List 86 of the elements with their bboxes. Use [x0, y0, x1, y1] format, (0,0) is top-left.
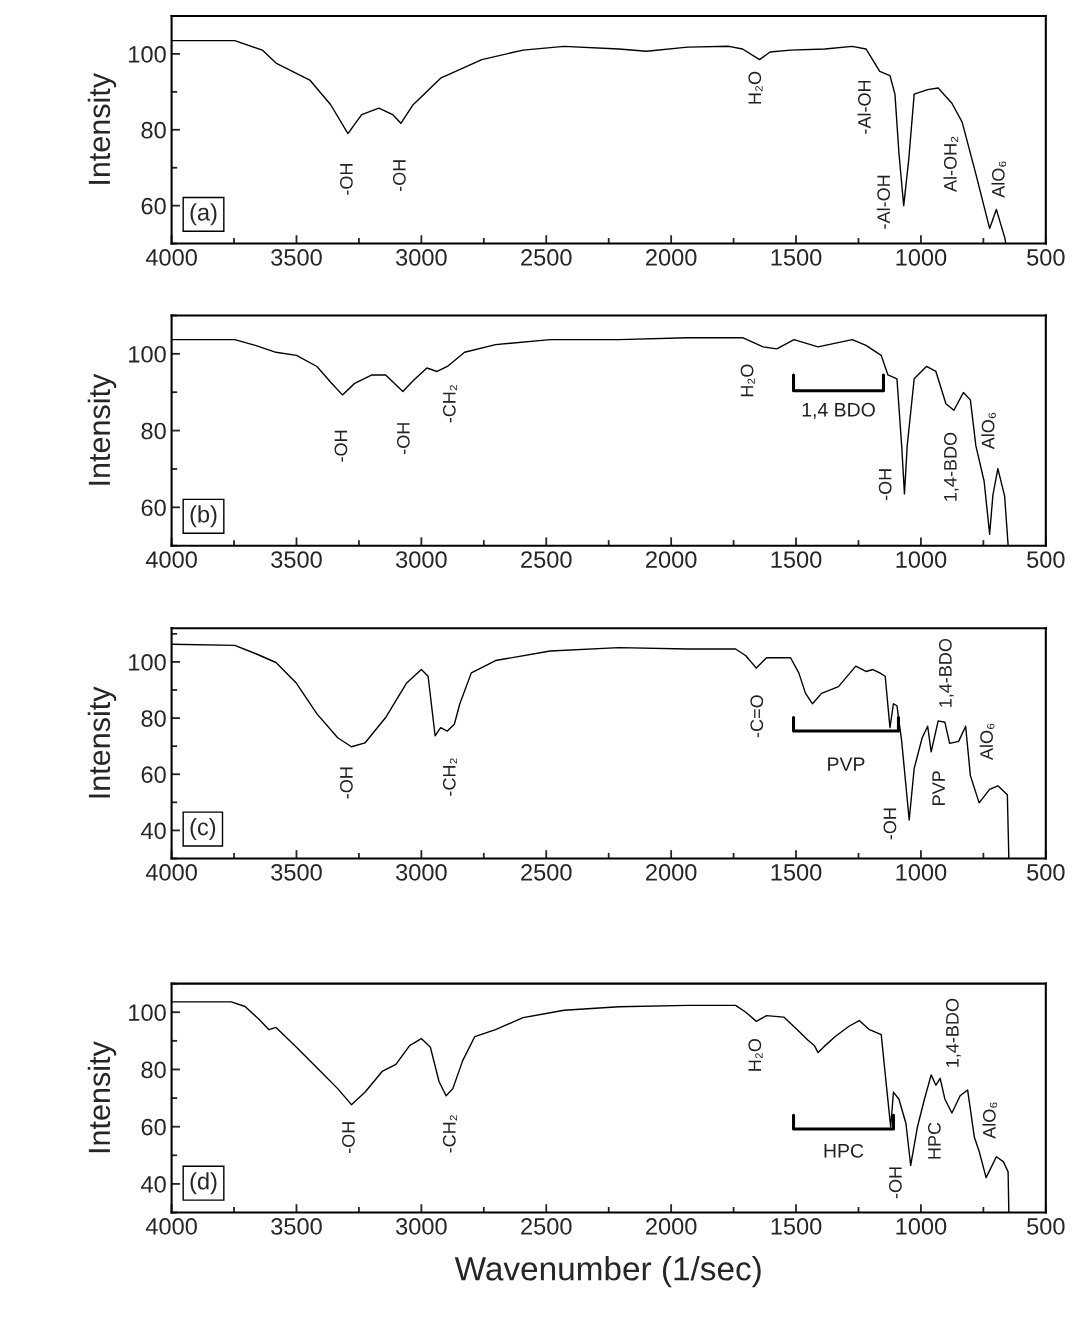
annotation: 1,4-BDO [938, 638, 954, 707]
annotation: -CH₂ [442, 758, 458, 796]
y-tick-label: 100 [129, 45, 166, 63]
y-tick-label: 80 [141, 121, 166, 139]
annotation: (b) [190, 505, 217, 528]
annotation: HPC [927, 1122, 941, 1159]
y-tick-label: 60 [141, 499, 166, 517]
x-tick-label: 3000 [396, 249, 447, 266]
annotation: 1,4-BDO [945, 998, 961, 1067]
x-tick-label: 1000 [896, 1218, 947, 1235]
y-tick-label: 60 [141, 1118, 166, 1136]
annotation: -Al-OH [857, 80, 871, 134]
x-tick-label: 3000 [396, 551, 447, 568]
x-tick-label: 4000 [145, 1218, 197, 1235]
annotation: H₂O [748, 71, 763, 104]
annotation: -OH [889, 1167, 902, 1199]
x-tick-label: 1000 [896, 863, 947, 881]
annotation: H₂O [748, 1038, 763, 1071]
x-tick-label: 1000 [896, 551, 947, 568]
annotation: PVP [828, 757, 865, 771]
x-tick-label: 1500 [771, 1218, 822, 1235]
annotation: -Al-OH [876, 175, 891, 229]
x-tick-label: 2000 [646, 249, 697, 266]
y-tick-label: 100 [129, 1004, 166, 1022]
x-tick-label: 4000 [145, 863, 197, 881]
annotation: H₂O [740, 364, 755, 397]
y-axis-title: Intensity [87, 72, 117, 184]
annotation: -OH [339, 164, 353, 195]
y-tick-label: 100 [129, 654, 166, 671]
x-tick-label: 500 [1027, 551, 1065, 568]
annotation: -OH [883, 808, 897, 840]
y-tick-label: 40 [141, 1175, 166, 1193]
annotation: -OH [339, 767, 353, 799]
x-tick-label: 2500 [521, 249, 572, 266]
x-tick-label: 3500 [271, 551, 322, 568]
annotation: 1,4-BDO [943, 432, 959, 501]
annotation: PVP [932, 771, 945, 805]
x-tick-label: 2000 [646, 551, 697, 568]
y-tick-label: 100 [129, 345, 166, 363]
y-tick-label: 80 [141, 710, 166, 727]
x-tick-label: 4000 [145, 551, 197, 568]
x-tick-label: 2500 [521, 551, 572, 568]
x-tick-label: 2500 [521, 863, 572, 881]
x-tick-label: 3000 [396, 863, 447, 881]
annotation: AlO₆ [979, 723, 995, 761]
annotation: 1,4 BDO [802, 402, 875, 419]
annotation: (c) [190, 818, 216, 841]
annotation: -OH [334, 430, 348, 462]
x-tick-label: 3500 [271, 1218, 322, 1235]
annotation: -OH [396, 423, 410, 454]
x-tick-label: 2500 [521, 1218, 572, 1235]
annotation: AlO₆ [991, 161, 1007, 198]
x-tick-label: 1500 [771, 551, 822, 568]
y-axis-title: Intensity [87, 686, 117, 798]
x-tick-label: 1500 [771, 249, 822, 266]
x-tick-label: 2000 [646, 1218, 697, 1235]
x-tick-label: 1500 [771, 863, 822, 881]
x-tick-label: 4000 [145, 249, 197, 266]
x-tick-label: 2000 [646, 863, 697, 881]
x-tick-label: 500 [1027, 863, 1065, 881]
annotation: -CH₂ [442, 1115, 458, 1153]
y-tick-label: 80 [141, 1061, 166, 1079]
annotation: AlO₆ [981, 412, 996, 450]
annotation: (a) [190, 203, 217, 226]
annotation: -OH [392, 160, 406, 192]
x-axis-title: Wavenumber (1/sec) [454, 1256, 761, 1288]
y-axis-title: Intensity [87, 373, 117, 485]
x-tick-label: 500 [1027, 1218, 1065, 1235]
y-axis-title: Intensity [87, 1041, 117, 1153]
annotation: AlO₆ [982, 1102, 998, 1139]
annotation: HPC [824, 1143, 864, 1158]
annotation: -OH [878, 469, 892, 501]
annotation: -OH [341, 1122, 355, 1154]
x-tick-label: 3000 [396, 1218, 447, 1235]
y-tick-label: 40 [141, 822, 166, 840]
x-tick-label: 500 [1027, 249, 1065, 266]
x-tick-label: 3500 [271, 249, 322, 266]
annotation: -CH₂ [442, 385, 458, 423]
y-tick-label: 60 [141, 197, 166, 215]
annotation: Al-OH₂ [943, 136, 959, 192]
annotation: (d) [190, 1172, 217, 1195]
annotation: -C=O [750, 695, 764, 738]
x-tick-label: 1000 [896, 249, 947, 266]
x-tick-label: 3500 [271, 863, 322, 881]
y-tick-label: 60 [141, 766, 166, 784]
y-tick-label: 80 [141, 422, 166, 440]
